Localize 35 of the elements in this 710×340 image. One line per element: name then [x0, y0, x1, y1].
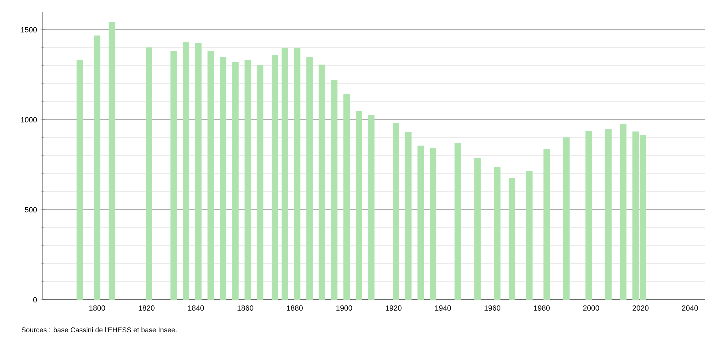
bar [356, 111, 362, 300]
bar [294, 48, 301, 300]
bar [405, 132, 412, 300]
bar [183, 42, 190, 300]
bar [393, 123, 400, 300]
bar [146, 48, 152, 300]
bar [474, 158, 481, 300]
bar [430, 148, 436, 300]
bar [306, 56, 313, 300]
bar [244, 60, 252, 300]
bar [544, 148, 550, 300]
bar [605, 128, 612, 300]
bar [494, 166, 501, 300]
bar [272, 55, 278, 300]
bar [418, 146, 424, 300]
bar [76, 60, 84, 300]
bar [257, 65, 264, 300]
bar [344, 94, 350, 300]
bar [509, 178, 516, 300]
bar [208, 51, 214, 300]
bar [94, 36, 101, 300]
bar [563, 138, 570, 300]
bar [195, 42, 202, 300]
bar [170, 51, 178, 300]
bar [526, 170, 533, 300]
bar [108, 22, 116, 300]
bar [232, 62, 239, 300]
bar [318, 64, 326, 300]
bar [220, 56, 227, 300]
bar [331, 80, 338, 300]
bar [620, 124, 627, 300]
bar [586, 130, 592, 300]
bar [282, 48, 288, 300]
bar [368, 114, 375, 300]
bar [454, 143, 462, 300]
